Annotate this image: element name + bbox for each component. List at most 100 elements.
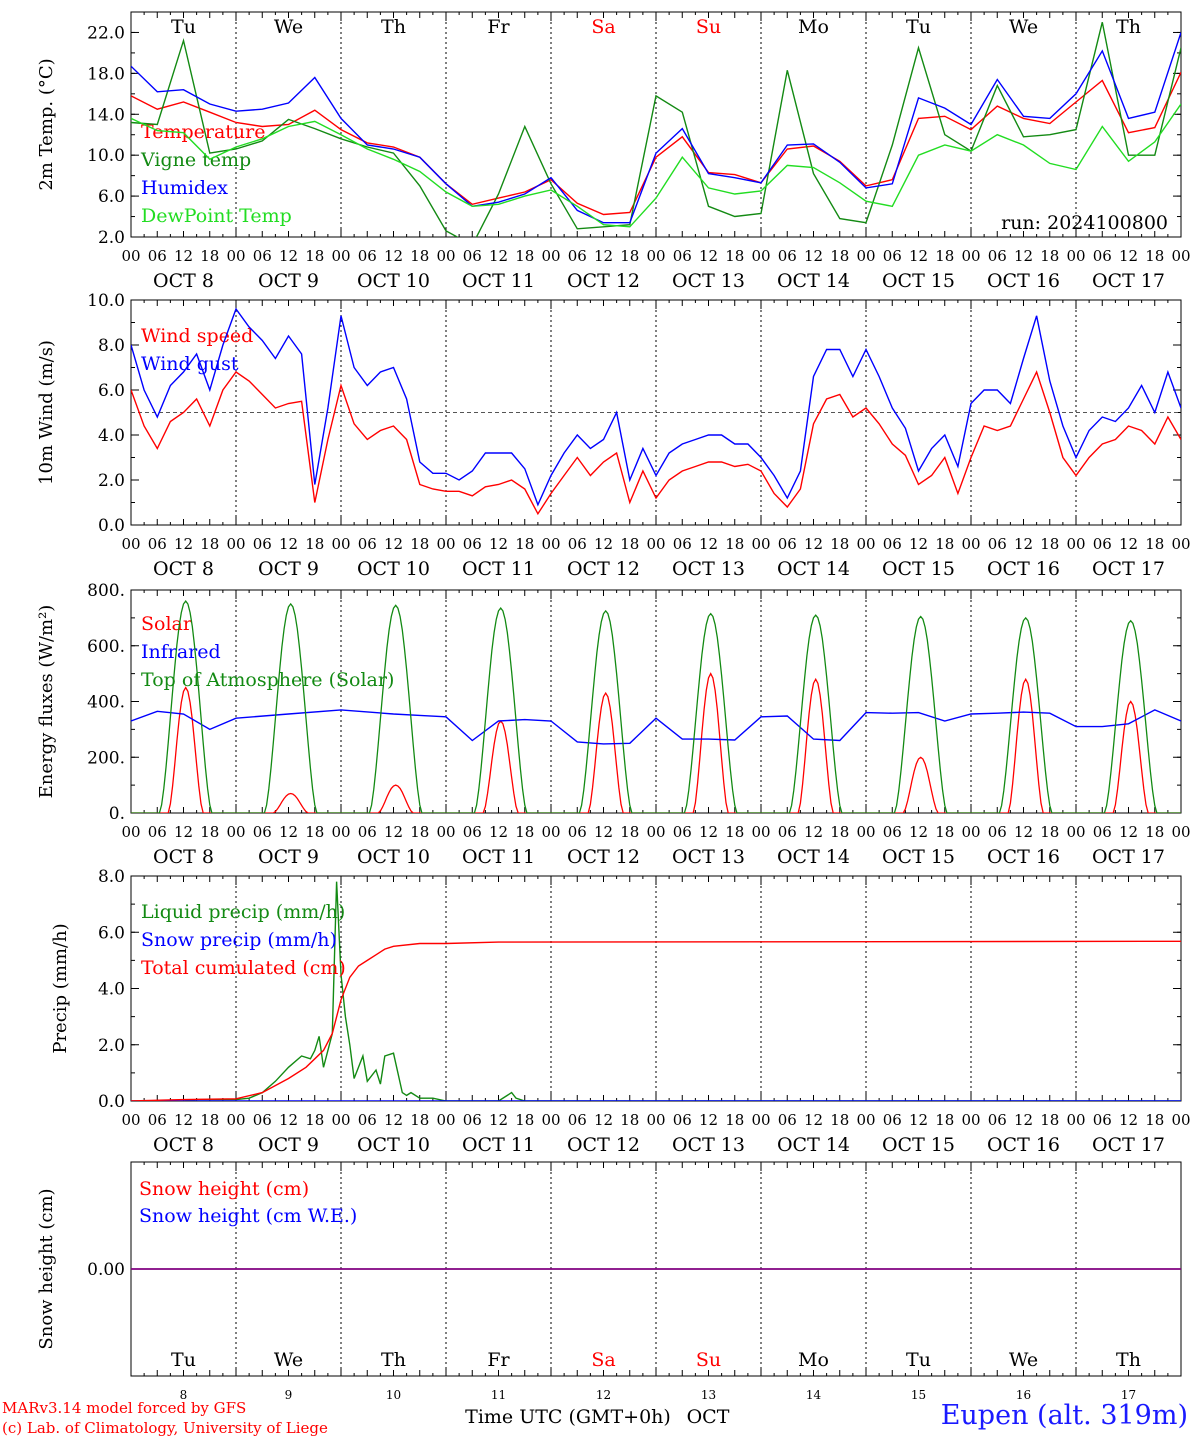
y-axis-label: 10m Wind (m/s) (36, 340, 57, 485)
hour-label: 12 (699, 1111, 718, 1129)
hour-label: 18 (620, 535, 639, 553)
hour-label: 18 (1145, 1111, 1164, 1129)
date-label: OCT 17 (1092, 846, 1165, 868)
series-line (131, 72, 1181, 216)
hour-label: 18 (1040, 1111, 1059, 1129)
day-number: 11 (491, 1388, 506, 1402)
legend-entry: Humidex (141, 177, 228, 199)
date-label: OCT 12 (567, 558, 640, 580)
date-label: OCT 15 (882, 1134, 955, 1156)
y-tick-label: 2.0 (98, 1036, 125, 1056)
hour-label: 06 (358, 247, 377, 265)
hour-label: 12 (1119, 823, 1138, 841)
series-line (131, 103, 1181, 228)
hour-label: 18 (725, 247, 744, 265)
hour-label: 06 (1093, 247, 1112, 265)
hour-label: 18 (515, 247, 534, 265)
y-tick-label: 0.0 (98, 1092, 125, 1112)
y-tick-label: 6.0 (98, 187, 125, 207)
hour-label: 18 (1145, 535, 1164, 553)
hour-label: 00 (856, 1111, 875, 1129)
hour-label: 06 (673, 1111, 692, 1129)
date-label: OCT 15 (882, 270, 955, 292)
hour-label: 06 (358, 1111, 377, 1129)
y-tick-label: 10.0 (87, 146, 125, 166)
legend-entry: Vigne temp (140, 149, 251, 171)
hour-label: 00 (331, 823, 350, 841)
hour-label: 00 (646, 247, 665, 265)
hour-label: 18 (1040, 823, 1059, 841)
hour-label: 00 (331, 1111, 350, 1129)
weekday-label: We (1009, 16, 1038, 38)
day-number: 17 (1121, 1388, 1136, 1402)
legend-entry: Snow height (cm W.E.) (139, 1205, 357, 1227)
hour-label: 06 (988, 823, 1007, 841)
weekday-label: Sa (591, 1349, 615, 1371)
hour-label: 12 (489, 823, 508, 841)
hour-label: 18 (410, 247, 429, 265)
date-label: OCT 11 (462, 558, 535, 580)
hour-label: 18 (725, 823, 744, 841)
date-label: OCT 10 (357, 558, 430, 580)
hour-label: 00 (751, 1111, 770, 1129)
weekday-label: Tu (171, 1349, 196, 1371)
weekday-label: Th (1116, 16, 1141, 38)
date-label: OCT 12 (567, 846, 640, 868)
y-tick-label: 600. (87, 637, 125, 657)
hour-label: 00 (856, 535, 875, 553)
hour-label: 00 (751, 823, 770, 841)
weekday-label: We (274, 16, 303, 38)
hour-label: 12 (174, 535, 193, 553)
y-tick-label: 4.0 (98, 980, 125, 1000)
hour-label: 18 (200, 1111, 219, 1129)
date-label: OCT 12 (567, 270, 640, 292)
hour-label: 06 (673, 823, 692, 841)
date-label: OCT 11 (462, 270, 535, 292)
legend-entry: Infrared (141, 641, 221, 663)
hour-label: 12 (279, 823, 298, 841)
hour-label: 12 (594, 247, 613, 265)
date-label: OCT 9 (258, 1134, 319, 1156)
hour-label: 00 (121, 247, 140, 265)
hour-label: 06 (463, 823, 482, 841)
model-credit: MARv3.14 model forced by GFS (2, 1399, 247, 1417)
day-number: 12 (596, 1388, 611, 1402)
series-line (131, 307, 1181, 507)
hour-label: 12 (804, 247, 823, 265)
hour-label: 00 (856, 247, 875, 265)
hour-label: 00 (1066, 535, 1085, 553)
weekday-label: Tu (906, 1349, 931, 1371)
y-tick-label: 0.0 (98, 516, 125, 536)
hour-label: 12 (1014, 247, 1033, 265)
day-number: 15 (911, 1388, 926, 1402)
hour-label: 18 (935, 247, 954, 265)
hour-label: 18 (1145, 823, 1164, 841)
y-axis-label: 2m Temp. (°C) (36, 58, 57, 190)
hour-label: 18 (200, 535, 219, 553)
date-label: OCT 8 (153, 1134, 214, 1156)
hour-label: 18 (620, 823, 639, 841)
hour-label: 06 (148, 823, 167, 841)
hour-label: 18 (935, 823, 954, 841)
hour-label: 12 (489, 535, 508, 553)
weekday-label: Th (381, 1349, 406, 1371)
date-label: OCT 8 (153, 270, 214, 292)
hour-label: 18 (935, 535, 954, 553)
hour-label: 00 (1066, 247, 1085, 265)
hour-label: 00 (226, 535, 245, 553)
hour-label: 12 (279, 247, 298, 265)
series-line (131, 32, 1181, 224)
hour-label: 18 (725, 1111, 744, 1129)
hour-label: 18 (620, 247, 639, 265)
date-label: OCT 9 (258, 558, 319, 580)
date-label: OCT 8 (153, 558, 214, 580)
series-line (131, 940, 1181, 1101)
hour-label: 18 (410, 535, 429, 553)
hour-label: 00 (646, 1111, 665, 1129)
date-label: OCT 17 (1092, 270, 1165, 292)
hour-label: 06 (673, 247, 692, 265)
hour-label: 00 (646, 535, 665, 553)
hour-label: 12 (804, 1111, 823, 1129)
station-title: Eupen (alt. 319m) (940, 1400, 1188, 1431)
weekday-label: Fr (487, 1349, 510, 1371)
